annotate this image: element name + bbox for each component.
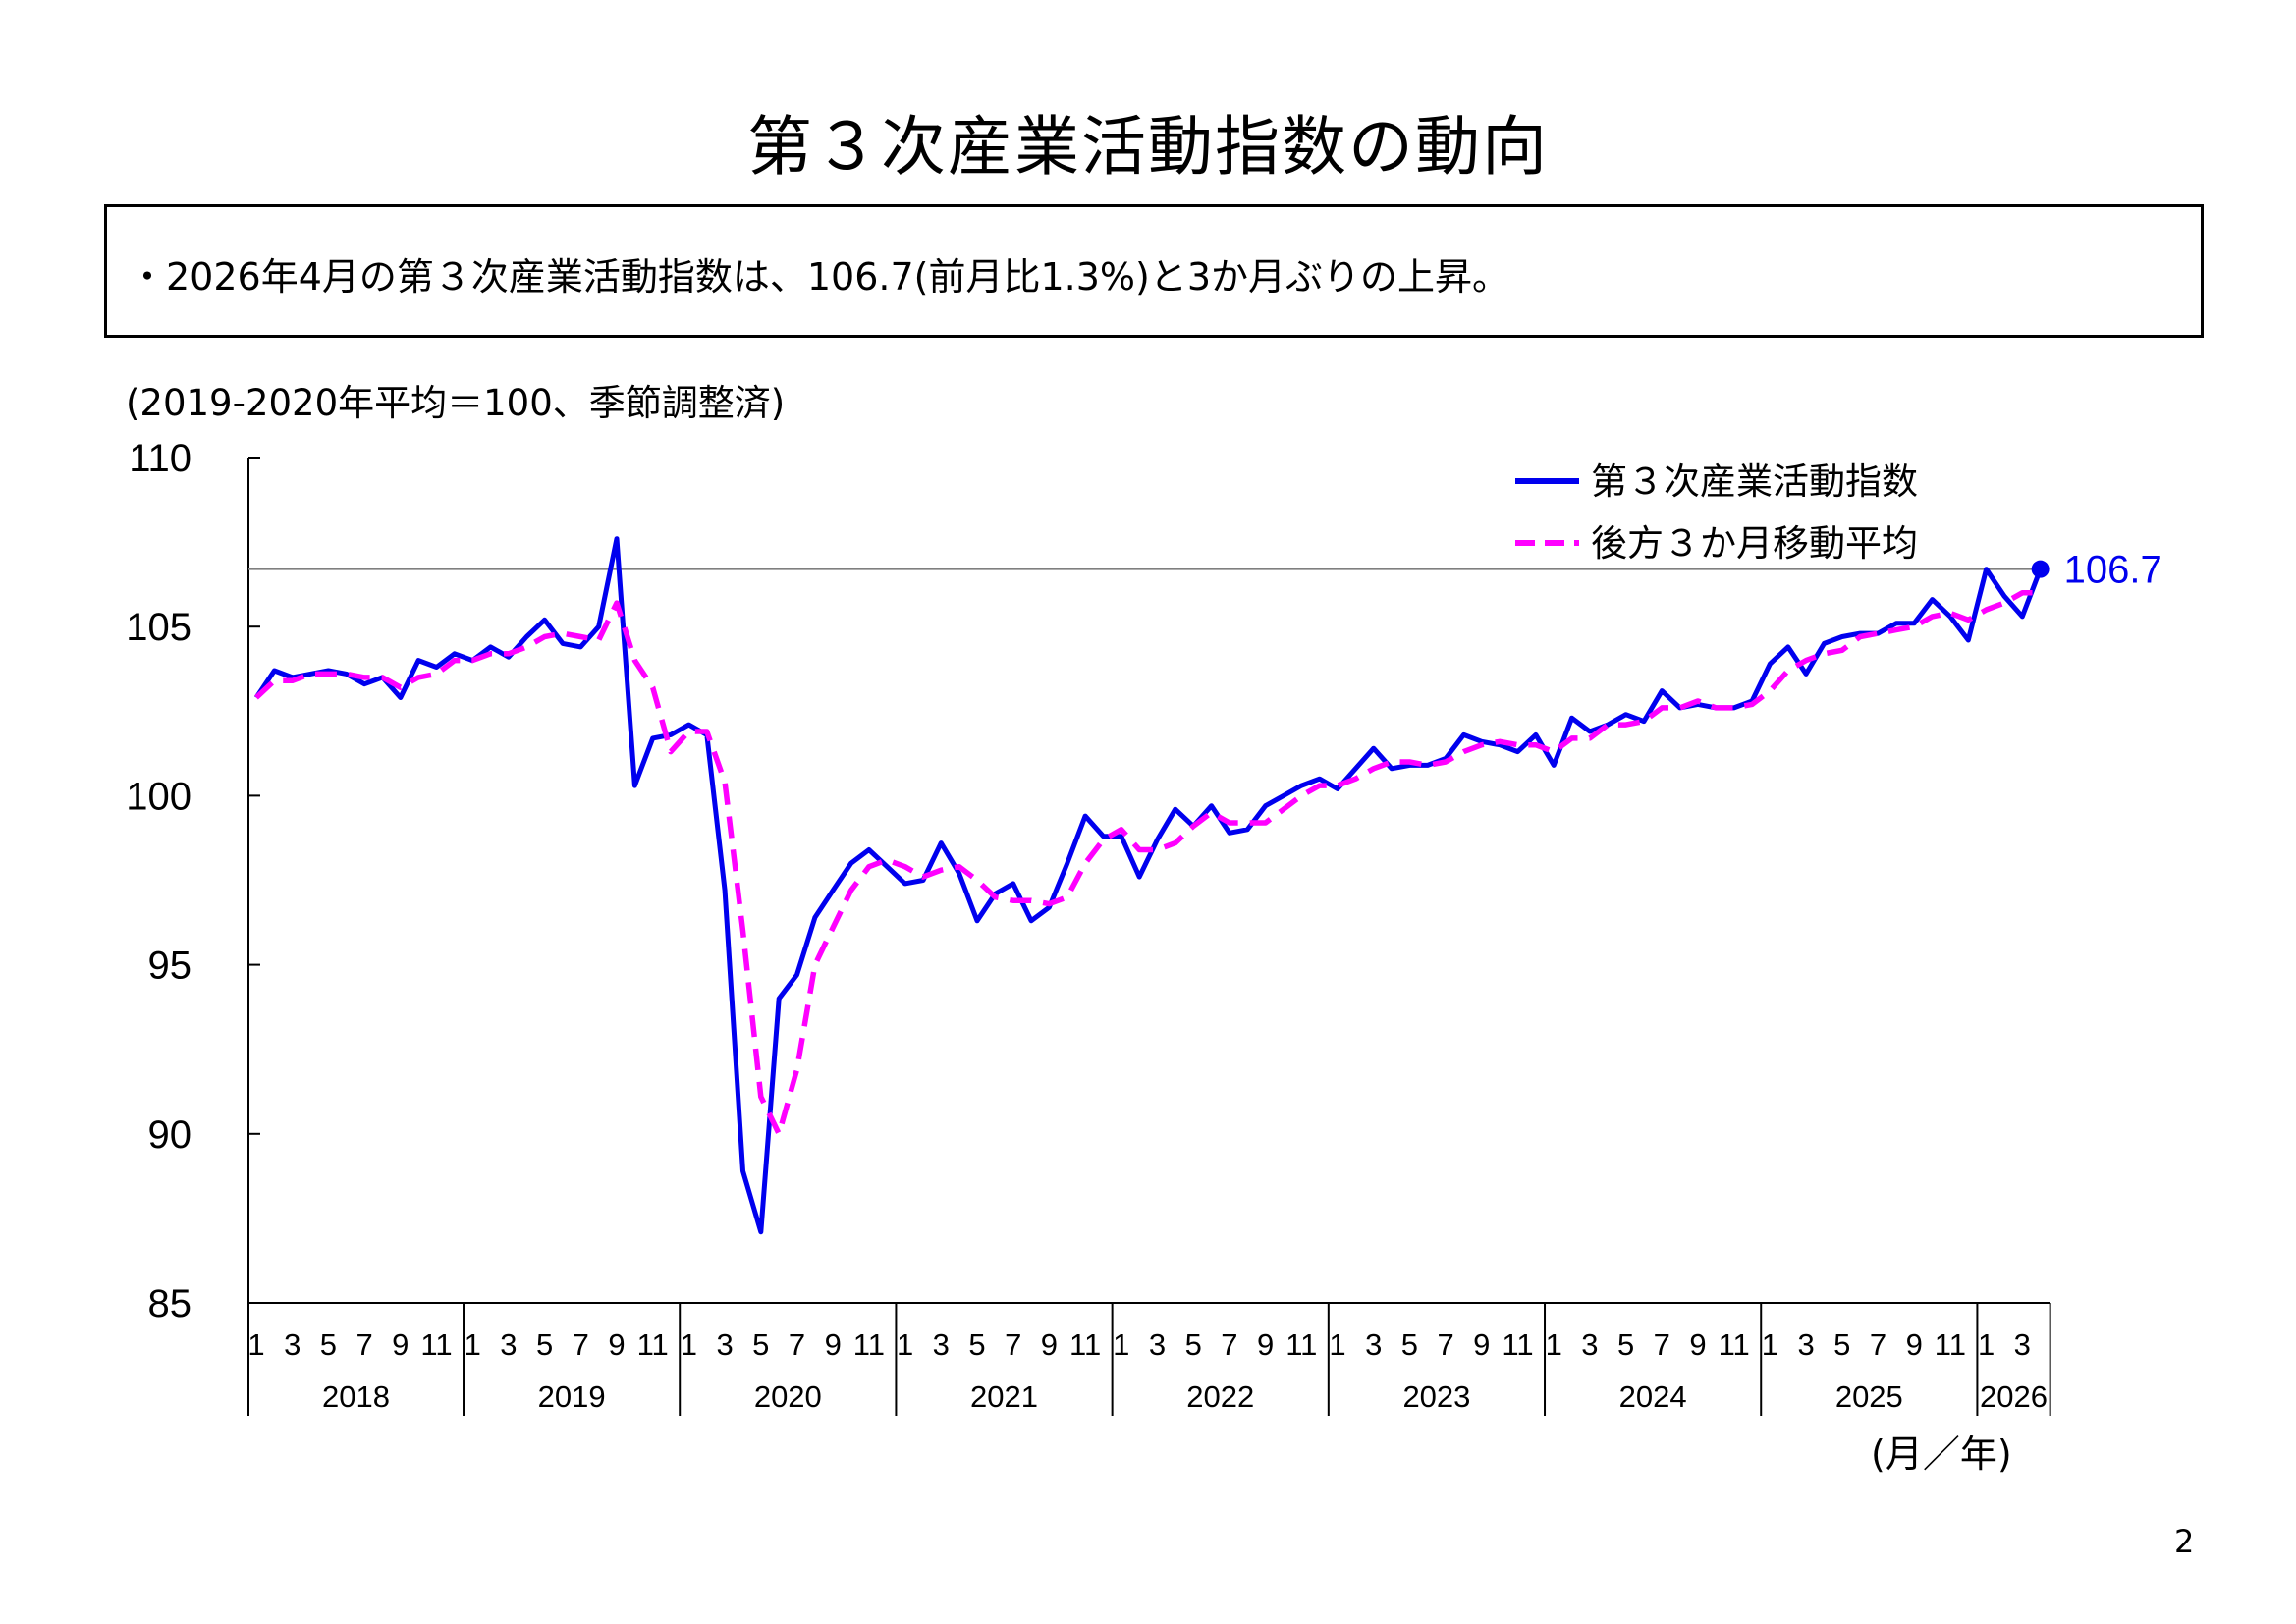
year-label: 2022 xyxy=(1186,1380,1254,1414)
month-tick-label: 7 xyxy=(1437,1327,1453,1362)
month-tick-label: 3 xyxy=(1365,1327,1382,1362)
month-tick-label: 11 xyxy=(1502,1327,1533,1362)
month-tick-label: 7 xyxy=(573,1327,589,1362)
month-tick-label: 9 xyxy=(608,1327,625,1362)
moving-average-series-line xyxy=(254,590,2041,1137)
month-tick-label: 3 xyxy=(2014,1327,2031,1362)
month-tick-label: 1 xyxy=(1329,1327,1345,1362)
legend-label-moving-average: 後方３か月移動平均 xyxy=(1591,523,1918,564)
month-tick-label: 5 xyxy=(536,1327,553,1362)
month-tick-label: 3 xyxy=(1149,1327,1166,1362)
month-tick-label: 1 xyxy=(1978,1327,1995,1362)
month-tick-label: 7 xyxy=(789,1327,805,1362)
month-tick-label: 9 xyxy=(392,1327,409,1362)
year-label: 2025 xyxy=(1835,1380,1903,1414)
summary-box: ・2026年4月の第３次産業活動指数は、106.7(前月比1.3%)と3か月ぶり… xyxy=(104,204,2204,338)
month-tick-label: 1 xyxy=(681,1327,697,1362)
month-tick-label: 11 xyxy=(1719,1327,1750,1362)
month-tick-label: 7 xyxy=(1005,1327,1021,1362)
month-tick-label: 11 xyxy=(1069,1327,1101,1362)
month-tick-label: 3 xyxy=(933,1327,950,1362)
year-label: 2023 xyxy=(1402,1380,1470,1414)
month-tick-label: 9 xyxy=(825,1327,842,1362)
month-tick-label: 3 xyxy=(1797,1327,1814,1362)
month-tick-label: 9 xyxy=(1689,1327,1706,1362)
y-tick-label: 100 xyxy=(126,775,191,818)
month-tick-label: 9 xyxy=(1257,1327,1274,1362)
x-axis-unit-label: (月／年) xyxy=(1871,1433,2012,1476)
month-tick-label: 1 xyxy=(1762,1327,1778,1362)
month-tick-label: 9 xyxy=(1041,1327,1058,1362)
y-tick-label: 95 xyxy=(148,945,192,988)
month-tick-label: 1 xyxy=(465,1327,481,1362)
year-label: 2024 xyxy=(1619,1380,1687,1414)
month-tick-label: 3 xyxy=(716,1327,733,1362)
year-label: 2021 xyxy=(970,1380,1038,1414)
month-tick-label: 11 xyxy=(1935,1327,1966,1362)
y-tick-label: 105 xyxy=(126,606,191,649)
month-tick-label: 7 xyxy=(1654,1327,1670,1362)
page-number: 2 xyxy=(2174,1523,2195,1560)
y-tick-label: 110 xyxy=(129,437,191,480)
month-tick-label: 1 xyxy=(1546,1327,1562,1362)
last-value-label: 106.7 xyxy=(2064,549,2162,592)
year-label: 2018 xyxy=(322,1380,390,1414)
month-tick-label: 3 xyxy=(500,1327,517,1362)
month-tick-label: 11 xyxy=(420,1327,452,1362)
month-tick-label: 5 xyxy=(320,1327,337,1362)
month-tick-label: 11 xyxy=(1285,1327,1317,1362)
month-tick-label: 3 xyxy=(1581,1327,1598,1362)
summary-text: ・2026年4月の第３次産業活動指数は、106.7(前月比1.3%)と3か月ぶり… xyxy=(129,255,1510,298)
month-tick-label: 1 xyxy=(897,1327,913,1362)
month-tick-label: 3 xyxy=(284,1327,301,1362)
year-label: 2019 xyxy=(538,1380,606,1414)
month-tick-label: 7 xyxy=(1221,1327,1237,1362)
month-tick-label: 5 xyxy=(1401,1327,1418,1362)
month-tick-label: 1 xyxy=(1113,1327,1129,1362)
page-title: 第３次産業活動指数の動向 xyxy=(747,109,1549,185)
legend-label-index: 第３次産業活動指数 xyxy=(1591,461,1918,502)
year-label: 2026 xyxy=(1980,1380,2048,1414)
y-tick-label: 90 xyxy=(148,1113,192,1157)
index-series-line-hit xyxy=(256,539,2041,1232)
month-tick-label: 5 xyxy=(1617,1327,1634,1362)
month-tick-label: 1 xyxy=(247,1327,264,1362)
month-tick-label: 7 xyxy=(355,1327,372,1362)
month-tick-label: 9 xyxy=(1473,1327,1490,1362)
y-tick-label: 85 xyxy=(148,1282,192,1326)
month-tick-label: 11 xyxy=(853,1327,885,1362)
month-tick-label: 5 xyxy=(1185,1327,1202,1362)
year-label: 2020 xyxy=(754,1380,822,1414)
month-tick-label: 7 xyxy=(1870,1327,1886,1362)
index-base-note: (2019-2020年平均＝100、季節調整済) xyxy=(126,382,786,424)
month-tick-label: 11 xyxy=(637,1327,669,1362)
index-series-line xyxy=(253,536,2044,1235)
month-tick-label: 9 xyxy=(1906,1327,1923,1362)
month-tick-label: 5 xyxy=(968,1327,985,1362)
month-tick-label: 5 xyxy=(1833,1327,1850,1362)
last-value-marker xyxy=(2031,560,2050,578)
month-tick-label: 5 xyxy=(752,1327,769,1362)
